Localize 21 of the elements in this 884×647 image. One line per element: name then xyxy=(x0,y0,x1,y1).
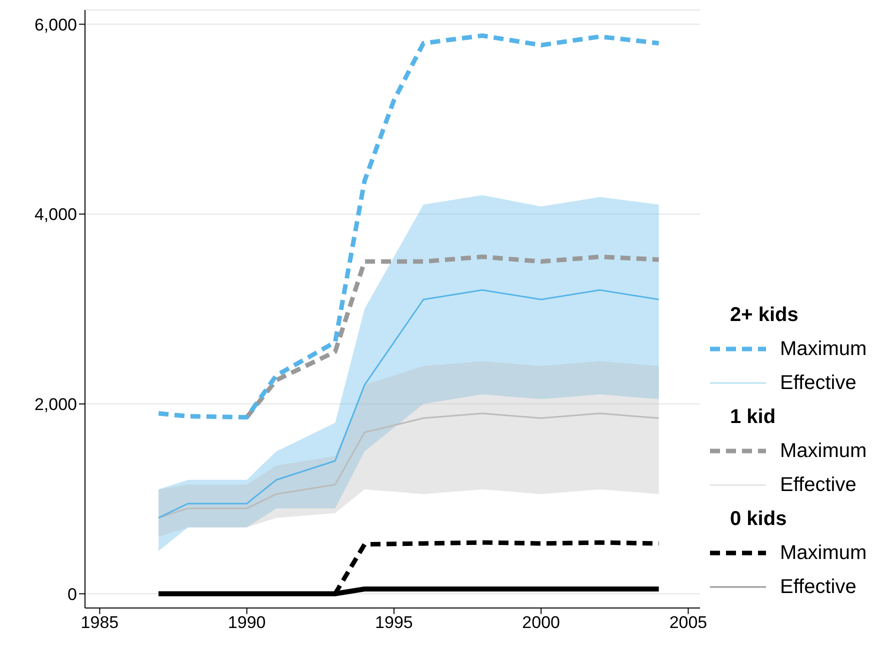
y-tick-label: 0 xyxy=(68,584,77,604)
x-tick-label: 2005 xyxy=(669,613,708,632)
x-tick-label: 1990 xyxy=(228,613,266,632)
text: 2+ kids xyxy=(730,304,798,326)
text: 0 kids xyxy=(730,508,787,530)
legend-label: Maximum xyxy=(780,542,867,564)
legend-label: Effective xyxy=(780,372,856,394)
x-tick-label: 2000 xyxy=(522,613,560,632)
x-tick-label: 1995 xyxy=(375,613,413,632)
text: 1 kid xyxy=(730,406,776,428)
y-tick-label: 2,000 xyxy=(34,394,77,414)
y-tick-label: 4,000 xyxy=(34,205,77,224)
legend-label: Maximum xyxy=(780,440,867,462)
x-tick-label: 1985 xyxy=(80,613,119,632)
y-tick-label: 6,000 xyxy=(34,15,77,34)
legend-label: Effective xyxy=(780,576,856,598)
line-series xyxy=(158,412,660,519)
legend-label: Effective xyxy=(780,474,856,496)
legend-label: Maximum xyxy=(780,338,867,360)
line-series xyxy=(156,33,662,420)
line-series xyxy=(158,289,660,519)
